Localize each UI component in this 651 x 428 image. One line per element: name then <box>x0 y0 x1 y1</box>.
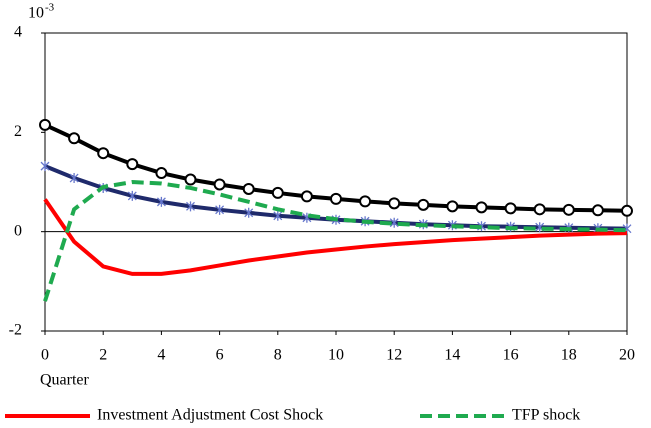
marker <box>504 202 517 215</box>
x-axis-label: Quarter <box>40 372 90 389</box>
legend-label: TFP shock <box>512 407 580 424</box>
marker <box>273 210 283 221</box>
marker <box>300 190 313 203</box>
marker <box>621 204 633 217</box>
marker <box>533 203 546 216</box>
marker <box>213 178 226 191</box>
x-tick-label: 6 <box>216 347 224 364</box>
x-tick-label: 18 <box>561 347 577 364</box>
x-tick-label: 20 <box>619 347 635 364</box>
marker <box>475 201 488 214</box>
marker <box>562 203 575 216</box>
marker <box>242 182 255 195</box>
legend-label: Investment Adjustment Cost Shock <box>97 407 323 424</box>
y-tick-label: 4 <box>14 24 22 41</box>
series-line <box>43 198 628 276</box>
marker <box>417 198 430 211</box>
marker <box>359 195 372 208</box>
marker <box>40 161 50 172</box>
marker <box>127 190 137 201</box>
x-tick-label: 4 <box>157 347 165 364</box>
x-tick-label: 10 <box>328 347 344 364</box>
y-scale-exponent: -3 <box>45 2 55 14</box>
y-tick-label: -2 <box>9 322 22 339</box>
marker <box>68 132 81 145</box>
marker <box>156 196 166 207</box>
marker <box>186 201 195 212</box>
marker <box>97 147 110 160</box>
marker <box>69 173 79 184</box>
marker <box>271 186 284 199</box>
y-tick-label: 2 <box>14 123 22 140</box>
marker <box>330 192 342 205</box>
y-tick-label: 0 <box>14 222 22 239</box>
x-tick-label: 2 <box>99 347 107 364</box>
marker <box>126 158 139 171</box>
x-tick-label: 8 <box>274 347 282 364</box>
x-tick-label: 16 <box>503 347 519 364</box>
marker <box>388 197 401 210</box>
marker <box>591 204 604 217</box>
marker <box>39 118 51 131</box>
x-tick-label: 12 <box>386 347 402 364</box>
marker <box>244 207 254 218</box>
marker <box>155 167 168 180</box>
series-line <box>43 179 628 302</box>
marker <box>446 200 459 213</box>
y-scale-base: 10 <box>28 5 44 22</box>
marker <box>215 204 225 215</box>
marker <box>184 173 197 186</box>
x-tick-label: 0 <box>41 347 49 364</box>
x-tick-label: 14 <box>444 347 460 364</box>
